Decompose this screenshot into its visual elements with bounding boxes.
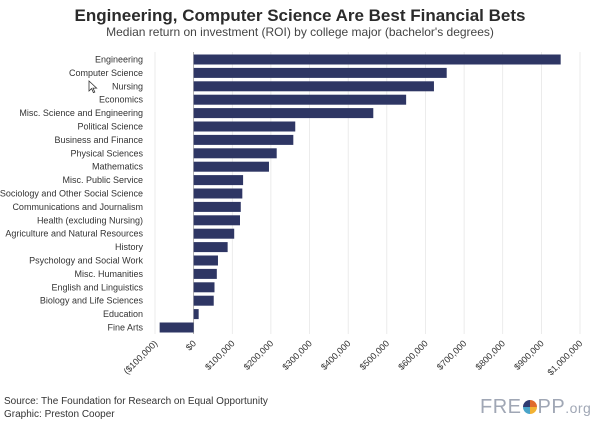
category-label-layer: Engineering Computer Science Nursing Econom… <box>0 55 144 333</box>
x-tick-label: $500,000 <box>358 338 392 372</box>
category-label: Economics <box>99 95 144 105</box>
bar <box>193 228 235 239</box>
bar <box>193 282 215 293</box>
logo-text-start: FRE <box>480 396 522 418</box>
x-tick-label: $900,000 <box>512 338 546 372</box>
category-label: Nursing <box>112 81 143 91</box>
x-tick-label: $800,000 <box>474 338 508 372</box>
bar <box>159 322 194 333</box>
category-label: Sociology and Other Social Science <box>0 189 143 199</box>
category-label: Political Science <box>77 122 143 132</box>
bar <box>193 148 277 159</box>
bar <box>193 67 447 78</box>
bar <box>193 94 407 105</box>
bar <box>193 242 228 253</box>
bar <box>193 201 241 212</box>
category-label: Engineering <box>95 55 143 65</box>
x-tick-label: $400,000 <box>319 338 353 372</box>
x-tick-label: $1,000,000 <box>545 338 584 377</box>
bar <box>193 161 269 172</box>
category-label: Biology and Life Sciences <box>40 296 144 306</box>
bar <box>193 108 374 119</box>
category-label: Physical Sciences <box>70 148 143 158</box>
category-label: Misc. Humanities <box>74 269 143 279</box>
tick-label-layer: ($100,000) $0 $100,000 $200,000 $300,000 $400… <box>122 338 585 377</box>
x-tick-label: $600,000 <box>396 338 430 372</box>
category-label: Mathematics <box>92 162 144 172</box>
bar <box>193 188 243 199</box>
logo-text-suffix: .org <box>565 400 592 416</box>
category-label: Health (excluding Nursing) <box>37 215 143 225</box>
category-label: Education <box>103 309 143 319</box>
x-tick-label: $100,000 <box>203 338 237 372</box>
x-tick-label: $700,000 <box>435 338 469 372</box>
bar <box>193 215 240 226</box>
x-tick-label: $200,000 <box>242 338 276 372</box>
mouse-cursor-icon <box>88 80 98 94</box>
category-label: Fine Arts <box>107 323 143 333</box>
logo-circle-icon <box>522 400 537 414</box>
bar <box>193 255 218 266</box>
bar-layer <box>159 54 561 333</box>
bar <box>193 81 434 92</box>
graphic-credit: Graphic: Preston Cooper <box>4 409 115 420</box>
category-label: Computer Science <box>69 68 143 78</box>
category-label: Misc. Science and Engineering <box>19 108 143 118</box>
freopp-logo: FRE PP.org <box>480 396 591 419</box>
chart-subtitle: Median return on investment (ROI) by col… <box>106 25 494 39</box>
bar <box>193 268 217 279</box>
bar <box>193 134 294 145</box>
category-label: History <box>115 242 144 252</box>
category-label: Misc. Public Service <box>62 175 143 185</box>
category-label: Communications and Journalism <box>12 202 143 212</box>
category-label: English and Linguistics <box>51 282 143 292</box>
source-note: Source: The Foundation for Research on E… <box>4 396 268 407</box>
x-tick-label: ($100,000) <box>122 338 160 376</box>
x-tick-label: $300,000 <box>280 338 314 372</box>
logo-text-end: PP <box>537 396 566 418</box>
category-label: Business and Finance <box>54 135 143 145</box>
chart-title: Engineering, Computer Science Are Best F… <box>74 6 526 25</box>
category-label: Psychology and Social Work <box>29 256 143 266</box>
bar <box>193 121 296 132</box>
bar <box>193 175 244 186</box>
bar <box>193 309 199 320</box>
bar <box>193 295 214 306</box>
category-label: Agriculture and Natural Resources <box>5 229 143 239</box>
bar <box>193 54 561 65</box>
x-tick-label: $0 <box>184 338 198 352</box>
